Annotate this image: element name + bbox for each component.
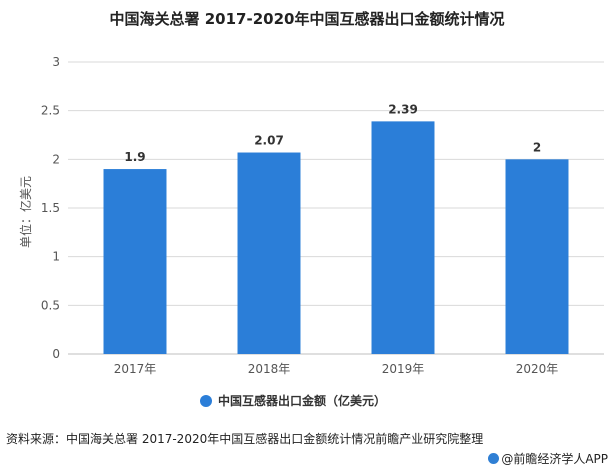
y-axis-label: 单位：亿美元 xyxy=(18,176,33,248)
x-tick-label: 2018年 xyxy=(248,362,291,376)
data-label: 2 xyxy=(533,140,541,154)
brand-credit: @前瞻经济学人APP xyxy=(488,450,608,467)
brand-logo-icon xyxy=(488,453,500,464)
bar xyxy=(371,121,435,354)
source-note: 资料来源：中国海关总署 2017-2020年中国互感器出口金额统计情况前瞻产业研… xyxy=(6,432,484,446)
y-tick-label: 0 xyxy=(52,347,60,361)
bar xyxy=(505,159,569,354)
brand-text: @前瞻经济学人APP xyxy=(501,452,608,466)
x-tick-label: 2019年 xyxy=(382,362,425,376)
data-label: 1.9 xyxy=(124,150,145,164)
data-label: 2.39 xyxy=(388,102,418,116)
y-tick-label: 3 xyxy=(52,55,60,69)
y-tick-label: 1.5 xyxy=(41,201,60,215)
legend-label: 中国互感器出口金额（亿美元） xyxy=(218,393,386,408)
bars xyxy=(103,121,569,354)
data-label: 2.07 xyxy=(254,134,284,148)
y-tick-label: 2 xyxy=(52,152,60,166)
legend-marker xyxy=(200,395,212,407)
y-tick-label: 1 xyxy=(52,250,60,264)
bar xyxy=(103,169,167,354)
y-axis-ticks: 0 0.5 1 1.5 2 2.5 3 xyxy=(41,55,60,361)
x-tick-label: 2017年 xyxy=(114,362,157,376)
x-tick-label: 2020年 xyxy=(516,362,559,376)
y-tick-label: 2.5 xyxy=(41,104,60,118)
x-axis-ticks: 2017年 2018年 2019年 2020年 xyxy=(114,362,559,376)
bar xyxy=(237,152,301,354)
y-tick-label: 0.5 xyxy=(41,298,60,312)
legend: 中国互感器出口金额（亿美元） xyxy=(200,393,386,408)
data-labels: 1.9 2.07 2.39 2 xyxy=(124,102,541,164)
chart-title: 中国海关总署 2017-2020年中国互感器出口金额统计情况 xyxy=(109,10,505,28)
